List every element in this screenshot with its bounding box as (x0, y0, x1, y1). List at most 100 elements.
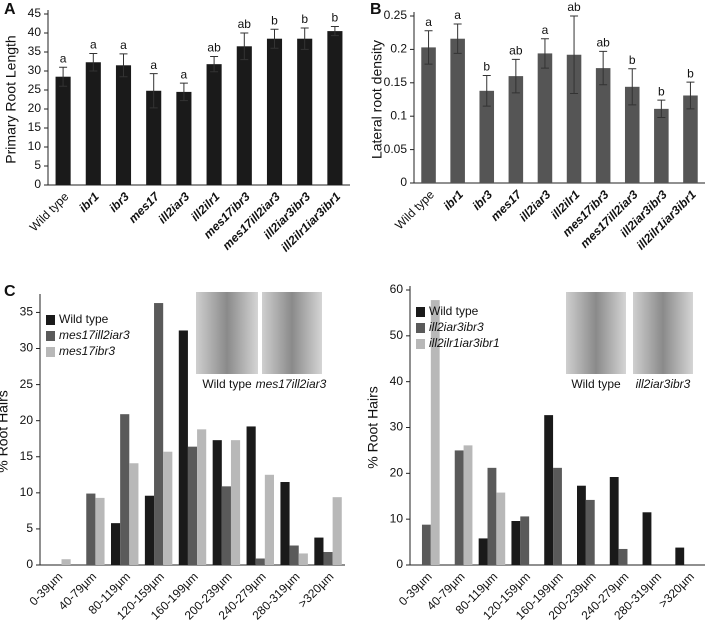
legend-swatch (416, 323, 425, 333)
bar (450, 38, 465, 183)
bar (463, 445, 473, 565)
y-tick-label: 0 (400, 175, 407, 189)
bar (430, 300, 440, 565)
error-bar (89, 53, 98, 72)
error-bar (686, 81, 695, 110)
bar (280, 482, 290, 565)
bar (187, 446, 198, 565)
y-tick-label: 5 (34, 158, 41, 172)
error-bar (179, 82, 188, 102)
significance-letter: ab (596, 36, 610, 50)
bar (553, 467, 562, 565)
bar (255, 558, 265, 565)
error-bar (482, 74, 491, 107)
y-tick-label: 0.2 (390, 42, 407, 56)
legend-swatch (46, 331, 55, 341)
bar (236, 46, 252, 185)
error-bar (424, 30, 433, 65)
bar (595, 68, 611, 183)
bar (86, 493, 96, 565)
bar (212, 440, 222, 565)
significance-letter: ab (207, 41, 221, 55)
bar (609, 477, 619, 565)
y-axis-label: Lateral root density (369, 40, 385, 159)
significance-letter: a (181, 67, 188, 81)
bar (675, 547, 685, 565)
bar (537, 53, 553, 183)
y-tick-label: 25 (28, 82, 42, 96)
image-caption: Wild type (571, 377, 621, 391)
y-tick-label: 10 (20, 485, 34, 499)
image-caption: mes17ill2iar3 (256, 377, 327, 391)
y-tick-label: 20 (390, 466, 404, 480)
y-tick-label: 5 (26, 521, 33, 535)
y-tick-label: 0.05 (384, 142, 408, 156)
bar (332, 497, 342, 565)
root-image (566, 292, 626, 374)
x-tick-label: >320µm (295, 569, 336, 610)
legend-label: mes17ill2iar3 (59, 328, 130, 342)
significance-letter: a (454, 8, 461, 22)
bar (327, 31, 343, 185)
significance-letter: a (542, 23, 549, 37)
error-bar (59, 66, 68, 87)
bar (520, 516, 530, 565)
bar (221, 486, 231, 565)
y-tick-label: 30 (20, 341, 34, 355)
significance-letter: b (301, 12, 308, 26)
y-tick-label: 35 (20, 305, 34, 319)
image-caption: ill2iar3ibr3 (636, 377, 691, 391)
y-tick-label: 60 (390, 282, 404, 296)
bar (266, 38, 283, 186)
y-tick-label: 0.15 (384, 75, 408, 89)
significance-letter: b (483, 60, 490, 74)
significance-letter: a (60, 51, 67, 65)
y-tick-label: 45 (28, 6, 42, 20)
y-tick-label: 0.1 (390, 108, 407, 122)
panel-label: C (4, 283, 16, 300)
bar (289, 545, 299, 565)
bar (129, 463, 139, 565)
significance-letter: a (120, 38, 127, 52)
bar (61, 559, 71, 565)
x-tick-label: ibr1 (441, 187, 467, 213)
bar (264, 474, 275, 565)
x-tick-label: ibr1 (76, 189, 102, 215)
bar (421, 47, 436, 184)
legend-label: Wild type (59, 312, 109, 326)
bar (487, 467, 497, 565)
y-tick-label: 20 (20, 413, 34, 427)
bar (683, 95, 698, 183)
bar (120, 414, 130, 565)
error-bar (119, 53, 128, 78)
x-tick-label: >320µm (656, 569, 697, 610)
bar (178, 330, 188, 565)
bar (154, 303, 164, 565)
bar (618, 548, 628, 565)
x-tick-label: Wild type (392, 187, 437, 232)
error-bar (453, 23, 462, 54)
bar (566, 54, 582, 183)
bar (624, 86, 640, 183)
y-tick-label: 20 (28, 101, 42, 115)
bar (479, 90, 495, 183)
bar (146, 90, 162, 185)
bar (176, 91, 192, 185)
bar (55, 76, 71, 185)
root-image (633, 292, 693, 374)
bar (110, 523, 121, 565)
bar (544, 415, 554, 565)
bar (197, 429, 207, 565)
y-tick-label: 0 (396, 557, 403, 571)
x-tick-label: ill2iar3 (517, 187, 554, 224)
y-axis-label: % Root Hairs (365, 386, 381, 468)
error-bar (570, 15, 579, 94)
bar (115, 65, 132, 185)
error-bar (511, 58, 520, 94)
image-caption: Wild type (202, 377, 252, 391)
panel-label: A (4, 1, 16, 18)
significance-letter: b (687, 66, 694, 80)
x-tick-label: ill2iar3 (155, 189, 192, 226)
x-tick-label: Wild type (27, 189, 72, 234)
bar (511, 521, 521, 565)
